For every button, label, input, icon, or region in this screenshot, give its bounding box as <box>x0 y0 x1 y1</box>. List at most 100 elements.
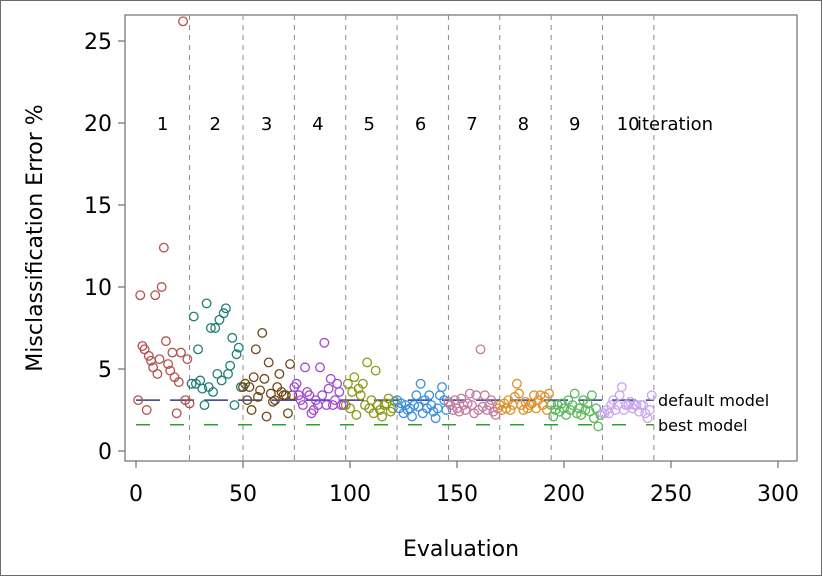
data-point <box>447 405 458 415</box>
data-point <box>514 388 525 399</box>
data-point <box>439 395 450 406</box>
y-tick-label: 0 <box>98 440 112 465</box>
data-point <box>366 395 377 406</box>
x-tick-label: 50 <box>229 482 257 507</box>
data-point <box>229 400 240 411</box>
data-point <box>569 388 580 399</box>
iteration-label: 8 <box>518 114 529 135</box>
data-point <box>167 347 178 358</box>
y-tick-label: 5 <box>98 358 112 383</box>
data-point <box>143 350 154 361</box>
data-point <box>199 400 210 411</box>
data-point <box>300 362 311 373</box>
data-point <box>614 390 625 401</box>
data-point <box>548 411 559 422</box>
data-point <box>216 375 227 386</box>
data-point <box>430 413 441 424</box>
data-point <box>259 373 270 384</box>
data-point <box>193 344 204 355</box>
data-point <box>631 400 642 411</box>
iteration-label: 5 <box>364 114 375 135</box>
data-point <box>464 388 475 399</box>
y-tick-label: 10 <box>84 276 112 301</box>
reference-line-label: best model <box>658 416 748 435</box>
data-point <box>205 323 216 333</box>
plot-area-border <box>124 14 798 462</box>
data-point <box>411 390 422 401</box>
data-point <box>486 395 497 406</box>
data-point <box>482 405 492 415</box>
data-point <box>349 372 360 383</box>
data-point <box>163 359 174 370</box>
data-point <box>255 385 266 396</box>
data-point <box>424 390 435 401</box>
data-points <box>133 16 657 432</box>
data-point <box>246 405 257 415</box>
data-point <box>460 405 471 415</box>
data-point <box>377 411 388 422</box>
data-point <box>210 323 221 333</box>
data-point <box>574 403 584 414</box>
data-point <box>355 390 366 401</box>
data-point <box>327 400 338 411</box>
y-axis-title: Misclassification Error % <box>23 104 48 371</box>
y-tick-label: 15 <box>84 194 112 219</box>
data-point <box>225 360 236 371</box>
data-point <box>415 378 426 389</box>
data-point <box>345 403 355 414</box>
data-point <box>293 390 304 401</box>
x-axis-title: Evaluation <box>403 537 519 562</box>
x-tick-label: 250 <box>650 482 692 507</box>
data-point <box>263 357 274 368</box>
data-point <box>152 368 163 379</box>
data-point <box>135 290 146 301</box>
data-point <box>370 365 381 376</box>
data-point <box>310 395 321 406</box>
data-point <box>319 337 330 348</box>
data-point <box>642 413 653 424</box>
data-point <box>171 408 182 419</box>
data-point <box>479 390 490 401</box>
data-point <box>456 393 467 404</box>
reference-lines <box>136 399 654 426</box>
data-point <box>175 347 186 358</box>
data-point <box>304 390 315 401</box>
data-point <box>282 408 293 419</box>
data-point <box>357 378 368 389</box>
data-point <box>544 388 554 399</box>
data-point <box>462 398 473 409</box>
data-point <box>182 354 193 365</box>
data-point <box>244 382 255 392</box>
iteration-label: 4 <box>312 114 323 135</box>
iteration-label: 1 <box>157 114 168 135</box>
data-point <box>295 395 306 406</box>
data-point <box>257 327 268 338</box>
data-point <box>571 408 582 419</box>
data-point <box>616 382 627 392</box>
y-axis: 0 5 10 15 20 25 <box>84 30 125 465</box>
data-point <box>227 332 238 343</box>
data-point <box>133 395 144 406</box>
data-point <box>268 396 278 407</box>
data-point <box>150 290 161 301</box>
data-point <box>173 377 184 388</box>
x-tick-label: 300 <box>757 482 799 507</box>
data-point <box>220 303 231 314</box>
iteration-label: 6 <box>415 114 426 135</box>
iteration-label: 7 <box>466 114 477 135</box>
data-point <box>186 378 197 389</box>
data-point <box>208 387 218 397</box>
data-point <box>178 16 189 27</box>
y-tick-label: 20 <box>84 112 112 137</box>
data-point <box>342 378 353 389</box>
x-axis: 0 50 100 150 200 250 300 <box>129 461 799 507</box>
data-point <box>586 390 597 401</box>
data-point <box>317 390 328 401</box>
y-tick-label: 25 <box>84 30 112 55</box>
data-point <box>362 357 373 368</box>
data-point <box>593 421 604 432</box>
data-point <box>291 378 302 389</box>
data-point <box>223 368 233 379</box>
iteration-label: 2 <box>209 114 220 135</box>
